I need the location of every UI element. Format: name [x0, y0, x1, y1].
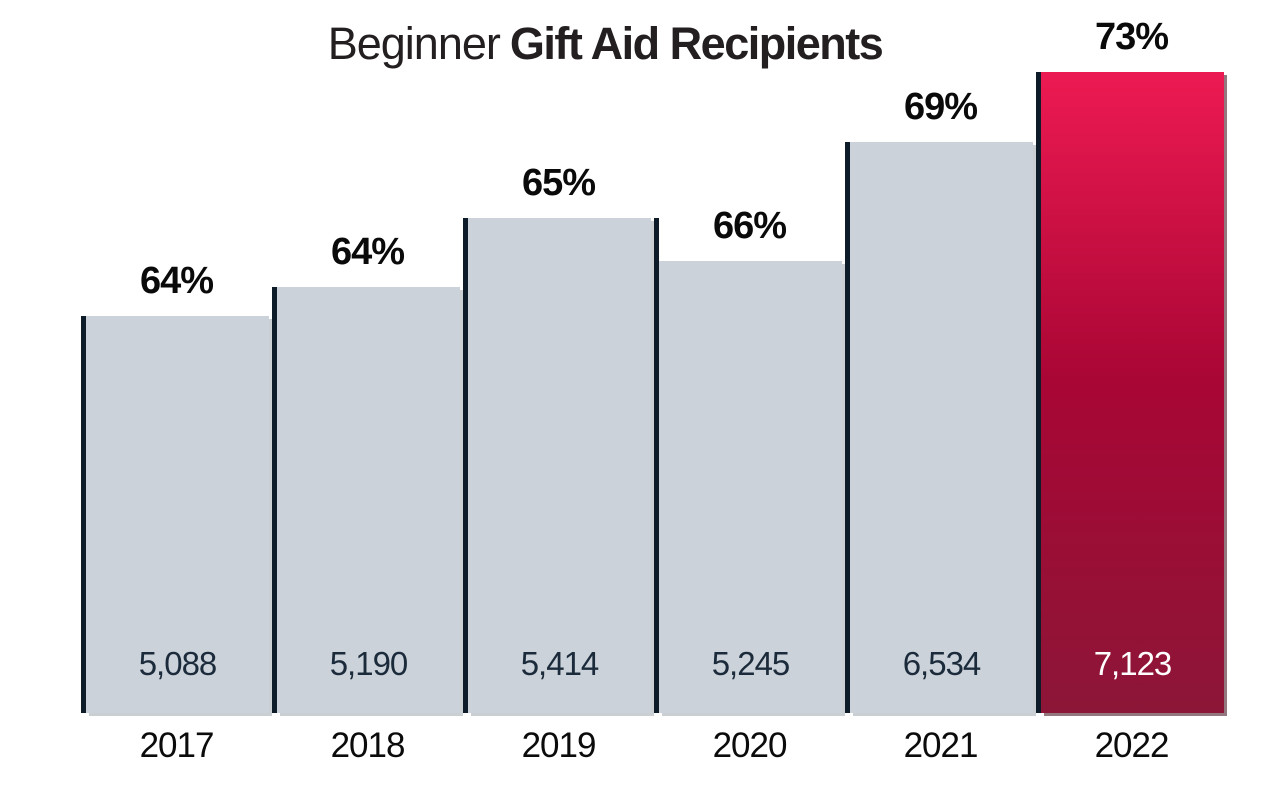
- x-axis: 2017 2018 2019 2020 2021 2022: [81, 726, 1227, 766]
- count-label-2022: 7,123: [1093, 645, 1173, 682]
- bar-group-2017: 64% 5,088: [81, 0, 272, 713]
- chart-title-emphasis: Gift Aid Recipients: [509, 18, 884, 69]
- x-tick-2022: 2022: [1094, 726, 1170, 765]
- percent-label-2018: 64%: [330, 231, 405, 273]
- bar-divider: [1036, 72, 1041, 713]
- chart-title-prefix: Beginner: [327, 18, 501, 69]
- bar-divider: [654, 218, 659, 713]
- bar-divider: [463, 218, 468, 713]
- bar-divider: [272, 287, 277, 713]
- percent-label-2021: 69%: [903, 86, 978, 128]
- bar-group-2021: 69% 6,534: [845, 0, 1036, 713]
- x-tick-2021: 2021: [903, 726, 979, 765]
- bar-group-2019: 65% 5,414: [463, 0, 654, 713]
- percent-label-2020: 66%: [712, 205, 787, 247]
- count-label-2017: 5,088: [138, 645, 218, 682]
- plot-area: 64% 5,088 64% 5,190 65% 5,414 66% 5,245: [81, 0, 1227, 713]
- count-label-2020: 5,245: [711, 645, 791, 682]
- bar-group-2020: 66% 5,245: [654, 0, 845, 713]
- bar-2022-highlighted: 7,123: [1041, 72, 1224, 713]
- x-tick-2019: 2019: [521, 726, 597, 765]
- percent-label-2017: 64%: [139, 260, 214, 302]
- chart-title: Beginner Gift Aid Recipients: [0, 18, 1210, 70]
- bar-2017: 5,088: [86, 316, 269, 713]
- count-label-2019: 5,414: [520, 645, 600, 682]
- count-label-2021: 6,534: [902, 645, 982, 682]
- bar-2020: 5,245: [659, 261, 842, 713]
- bar-group-2018: 64% 5,190: [272, 0, 463, 713]
- bar-divider: [81, 316, 86, 713]
- bar-2021: 6,534: [850, 142, 1033, 713]
- x-tick-2020: 2020: [712, 726, 788, 765]
- bar-divider: [845, 142, 850, 713]
- bar-group-2022: 73% 7,123: [1036, 0, 1227, 713]
- x-tick-2018: 2018: [330, 726, 406, 765]
- bar-2018: 5,190: [277, 287, 460, 713]
- percent-label-2019: 65%: [521, 162, 596, 204]
- count-label-2018: 5,190: [329, 645, 409, 682]
- bar-2019: 5,414: [468, 218, 651, 713]
- x-tick-2017: 2017: [139, 726, 215, 765]
- percent-label-2022: 73%: [1094, 16, 1169, 58]
